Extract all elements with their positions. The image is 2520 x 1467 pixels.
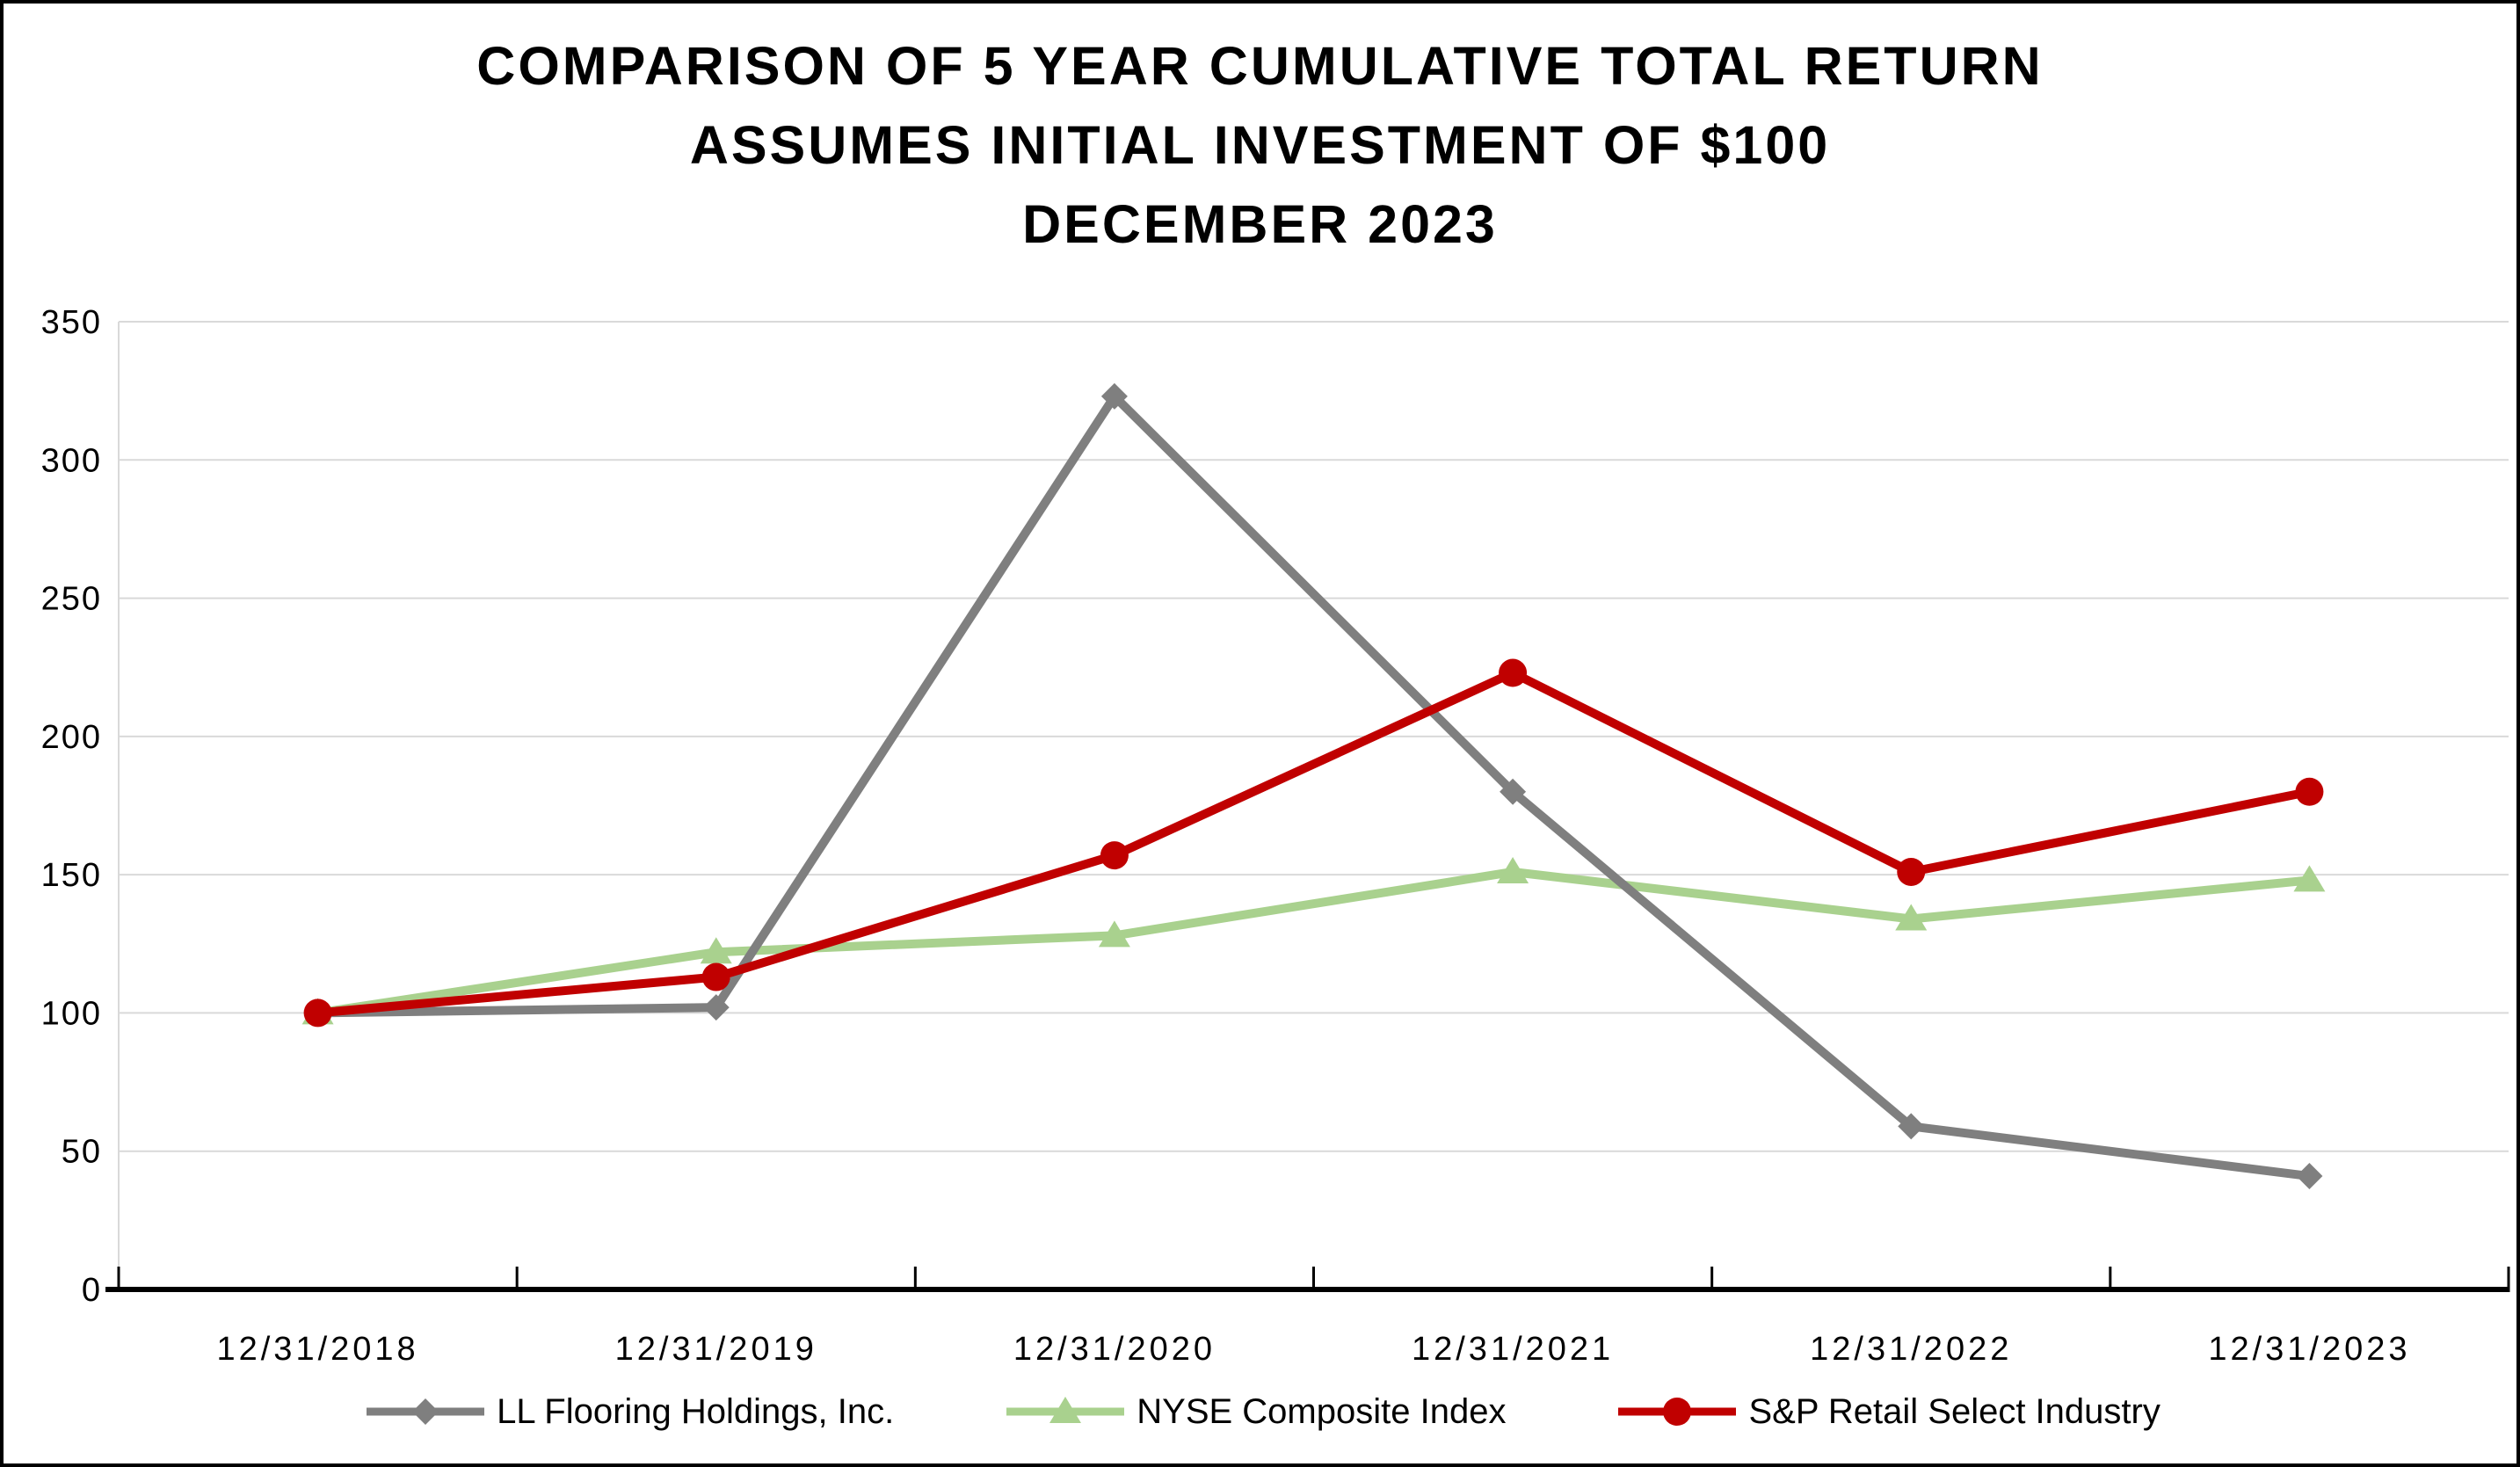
data-point-s-p-retail-select-industry-2 bbox=[1100, 841, 1129, 870]
legend-item-nyse-composite: NYSE Composite Index bbox=[999, 1391, 1506, 1433]
data-point-ll-flooring-holdings-inc-1 bbox=[702, 994, 730, 1021]
chart-title-line1: COMPARISON OF 5 YEAR CUMULATIVE TOTAL RE… bbox=[476, 36, 2044, 96]
x-axis-line bbox=[105, 1287, 2509, 1292]
data-point-s-p-retail-select-industry-0 bbox=[303, 999, 332, 1028]
data-point-nyse-composite-index-4 bbox=[1895, 904, 1928, 931]
legend-item-sp-retail: S&P Retail Select Industry bbox=[1611, 1391, 2161, 1433]
data-point-s-p-retail-select-industry-3 bbox=[1499, 658, 1528, 687]
x-axis-label-2: 12/31/2020 bbox=[1013, 1331, 1216, 1368]
data-point-s-p-retail-select-industry-5 bbox=[2295, 777, 2324, 806]
legend-label-ll-flooring: LL Flooring Holdings, Inc. bbox=[497, 1391, 895, 1431]
x-axis-label-1: 12/31/2019 bbox=[615, 1331, 817, 1368]
series-line-ll-flooring-holdings-inc bbox=[317, 391, 2311, 1180]
legend-label-sp-retail: S&P Retail Select Industry bbox=[1748, 1391, 2161, 1431]
legend-item-ll-flooring: LL Flooring Holdings, Inc. bbox=[359, 1391, 894, 1433]
y-axis-label-50: 50 bbox=[62, 1134, 102, 1171]
chart-title-line2: ASSUMES INITIAL INVESTMENT OF $100 bbox=[689, 115, 1831, 175]
legend-marker-ll-flooring-holdings-inc bbox=[412, 1398, 439, 1425]
chart-title-line3: DECEMBER 2023 bbox=[1022, 194, 1498, 254]
x-axis-label-4: 12/31/2022 bbox=[1810, 1331, 2012, 1368]
data-point-s-p-retail-select-industry-4 bbox=[1897, 857, 1926, 886]
y-axis-label-100: 100 bbox=[41, 995, 102, 1032]
data-point-nyse-composite-index-1 bbox=[700, 937, 732, 964]
legend-marker-s-p-retail-select-industry bbox=[1663, 1398, 1692, 1426]
series-line-nyse-composite-index bbox=[316, 867, 2310, 1018]
x-axis-label-3: 12/31/2021 bbox=[1412, 1331, 1614, 1368]
data-point-nyse-composite-index-3 bbox=[1497, 856, 1529, 883]
data-point-ll-flooring-holdings-inc-3 bbox=[1500, 778, 1527, 805]
series-line-s-p-retail-select-industry bbox=[317, 668, 2311, 1018]
legend-label-nyse-composite: NYSE Composite Index bbox=[1137, 1391, 1507, 1431]
y-axis-label-150: 150 bbox=[41, 857, 102, 894]
series-nyse-composite-index bbox=[301, 856, 2326, 1025]
legend-triangle-marker-icon bbox=[1006, 1397, 1125, 1423]
y-axis-label-200: 200 bbox=[41, 719, 102, 756]
legend-diamond-marker-icon bbox=[367, 1398, 485, 1425]
x-axis-label-0: 12/31/2018 bbox=[216, 1331, 418, 1368]
chart-title: COMPARISON OF 5 YEAR CUMULATIVE TOTAL RE… bbox=[4, 26, 2516, 264]
legend-marker-nyse-composite-index bbox=[1049, 1397, 1082, 1423]
y-axis-label-300: 300 bbox=[41, 442, 102, 479]
y-axis-label-0: 0 bbox=[82, 1272, 102, 1309]
data-point-ll-flooring-holdings-inc-5 bbox=[2296, 1163, 2323, 1190]
data-point-nyse-composite-index-2 bbox=[1098, 920, 1130, 948]
data-point-ll-flooring-holdings-inc-4 bbox=[1898, 1113, 1925, 1140]
chart-legend: LL Flooring Holdings, Inc. NYSE Composit… bbox=[4, 1391, 2516, 1433]
series-s-p-retail-select-industry bbox=[303, 658, 2324, 1028]
data-point-ll-flooring-holdings-inc-2 bbox=[1100, 382, 1128, 410]
legend-circle-marker-icon bbox=[1618, 1398, 1737, 1426]
data-point-nyse-composite-index-5 bbox=[2293, 865, 2326, 892]
data-point-s-p-retail-select-industry-1 bbox=[701, 962, 730, 991]
y-axis-label-350: 350 bbox=[41, 304, 102, 341]
cumulative-return-line-chart: 0 50 100 150 200 250 300 350 12/31/2018 12/31/201… bbox=[41, 304, 2510, 1368]
series-ll-flooring-holdings-inc bbox=[304, 382, 2323, 1190]
x-axis-label-5: 12/31/2023 bbox=[2208, 1331, 2410, 1368]
y-axis-label-250: 250 bbox=[41, 581, 102, 618]
